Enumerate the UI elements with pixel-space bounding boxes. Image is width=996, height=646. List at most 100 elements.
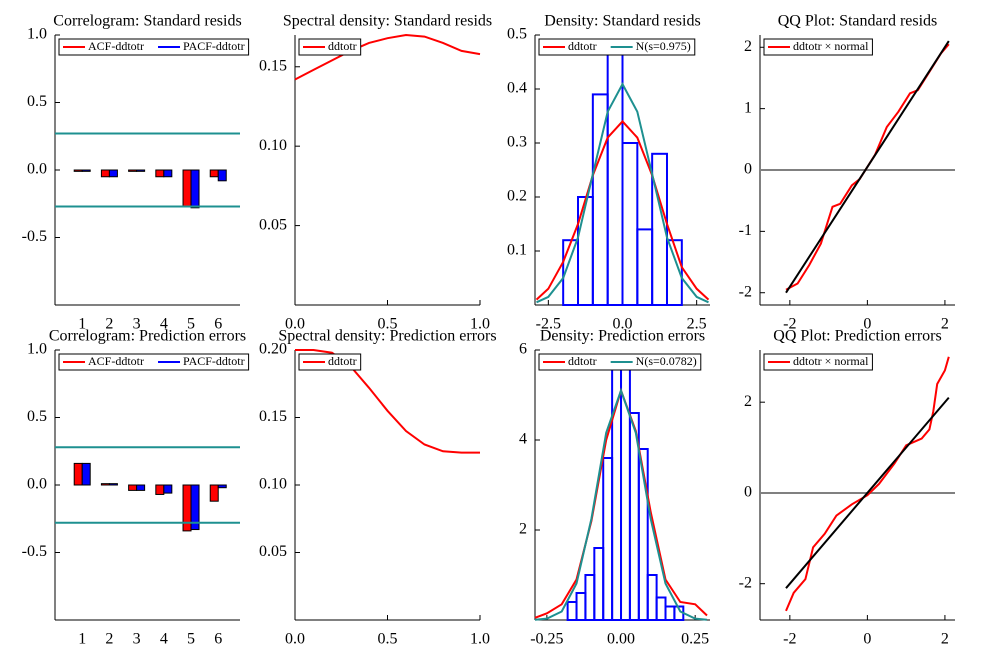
y-tick-label: 0.05 (259, 543, 287, 560)
bar (136, 484, 146, 491)
histogram-bar (602, 457, 614, 621)
x-tick-label: 4 (160, 631, 168, 646)
y-tick-label: 0.10 (259, 137, 287, 154)
panel-title: Density: Standard resids (544, 13, 700, 30)
x-tick-label: 0 (863, 631, 871, 646)
x-tick-label: 6 (214, 316, 222, 333)
x-tick-label: 1 (78, 316, 86, 333)
bar (209, 484, 219, 502)
histogram-bar (655, 596, 667, 621)
y-tick-label: 0.05 (259, 216, 287, 233)
x-tick-label: 3 (133, 316, 141, 333)
x-tick-label: 1.0 (470, 631, 490, 646)
x-tick-label: 1 (78, 631, 86, 646)
y-tick-label: 0.3 (507, 134, 527, 151)
y-tick-label: 0 (744, 484, 752, 501)
bar (100, 483, 110, 486)
series-line (785, 40, 950, 294)
bar (163, 169, 173, 178)
series-line (294, 33, 481, 81)
histogram-bar (651, 152, 668, 306)
x-tick-label: 0.0 (285, 316, 305, 333)
x-tick-label: 1.0 (470, 316, 490, 333)
series-line (295, 349, 480, 454)
bar (217, 169, 227, 182)
bar (163, 484, 173, 494)
y-tick-label: 0.20 (259, 341, 287, 358)
histogram-bar (584, 574, 596, 621)
bar (182, 169, 192, 207)
bar (190, 484, 200, 531)
legend-label: ddtotr × normal (793, 354, 869, 368)
bar (209, 169, 219, 178)
histogram-bar (665, 239, 683, 306)
bar (155, 484, 165, 495)
panel-title: Density: Prediction errors (540, 328, 705, 345)
legend-label: PACF-ddtotr (183, 354, 245, 368)
bar (81, 169, 91, 172)
x-tick-label: 0.5 (378, 631, 398, 646)
y-tick-label: 2 (519, 521, 527, 538)
y-tick-label: 0.0 (27, 161, 47, 178)
series-line (785, 396, 950, 589)
legend-label: ACF-ddtotr (88, 39, 144, 53)
bar (182, 484, 192, 532)
legend-label: ddtotr (568, 39, 597, 53)
legend-label: PACF-ddtotr (183, 39, 245, 53)
series-line (785, 356, 950, 612)
legend-box (298, 353, 362, 371)
x-tick-label: -2 (783, 631, 796, 646)
x-tick-label: 2.5 (687, 316, 707, 333)
x-tick-label: 3 (133, 631, 141, 646)
panel-title: Correlogram: Standard resids (53, 13, 241, 30)
bar (217, 484, 227, 489)
bar (190, 169, 200, 209)
x-tick-label: 0.00 (607, 631, 635, 646)
y-tick-label: 0.5 (27, 408, 47, 425)
y-tick-label: 0.10 (259, 476, 287, 493)
x-tick-label: -2.5 (536, 316, 561, 333)
panel-title: QQ Plot: Standard resids (778, 13, 938, 30)
legend-label: N(s=0.0782) (636, 354, 697, 368)
histogram-bar (591, 93, 609, 307)
y-tick-label: -0.5 (22, 228, 47, 245)
legend-label: ACF-ddtotr (88, 354, 144, 368)
series-line (536, 81, 709, 304)
legend-label: ddtotr (568, 354, 597, 368)
x-tick-label: 2 (941, 316, 949, 333)
x-tick-label: -0.25 (530, 631, 563, 646)
legend-box (763, 38, 873, 56)
y-tick-label: 4 (519, 431, 527, 448)
bar (100, 169, 110, 178)
x-tick-label: 0 (863, 316, 871, 333)
series-line (535, 119, 710, 301)
histogram-bar (636, 228, 654, 306)
y-tick-label: -2 (739, 574, 752, 591)
bar (128, 484, 138, 491)
histogram-bar (577, 196, 594, 306)
legend-label: ddtotr (328, 39, 357, 53)
bar (108, 483, 118, 486)
legend-label: ddtotr (328, 354, 357, 368)
panel-title: Spectral density: Prediction errors (278, 328, 496, 345)
y-tick-label: 0.15 (259, 57, 287, 74)
panel-title: Correlogram: Prediction errors (49, 328, 246, 345)
y-tick-label: -0.5 (22, 543, 47, 560)
series-line (534, 387, 708, 621)
y-tick-label: 0.2 (507, 188, 527, 205)
y-tick-label: 1 (744, 99, 752, 116)
bar (136, 169, 146, 172)
x-tick-label: 4 (160, 316, 168, 333)
y-tick-label: 0.5 (27, 93, 47, 110)
panel-title: QQ Plot: Prediction errors (773, 328, 941, 345)
x-tick-label: 0.0 (285, 631, 305, 646)
histogram-bar (664, 605, 676, 621)
y-tick-label: -1 (739, 222, 752, 239)
x-tick-label: 0.0 (613, 316, 633, 333)
x-tick-label: 0.25 (681, 631, 709, 646)
histogram-bar (646, 574, 658, 621)
y-tick-label: 0.5 (507, 26, 527, 43)
y-tick-label: 2 (744, 393, 752, 410)
histogram-bar (593, 547, 605, 621)
legend-box (763, 353, 873, 371)
